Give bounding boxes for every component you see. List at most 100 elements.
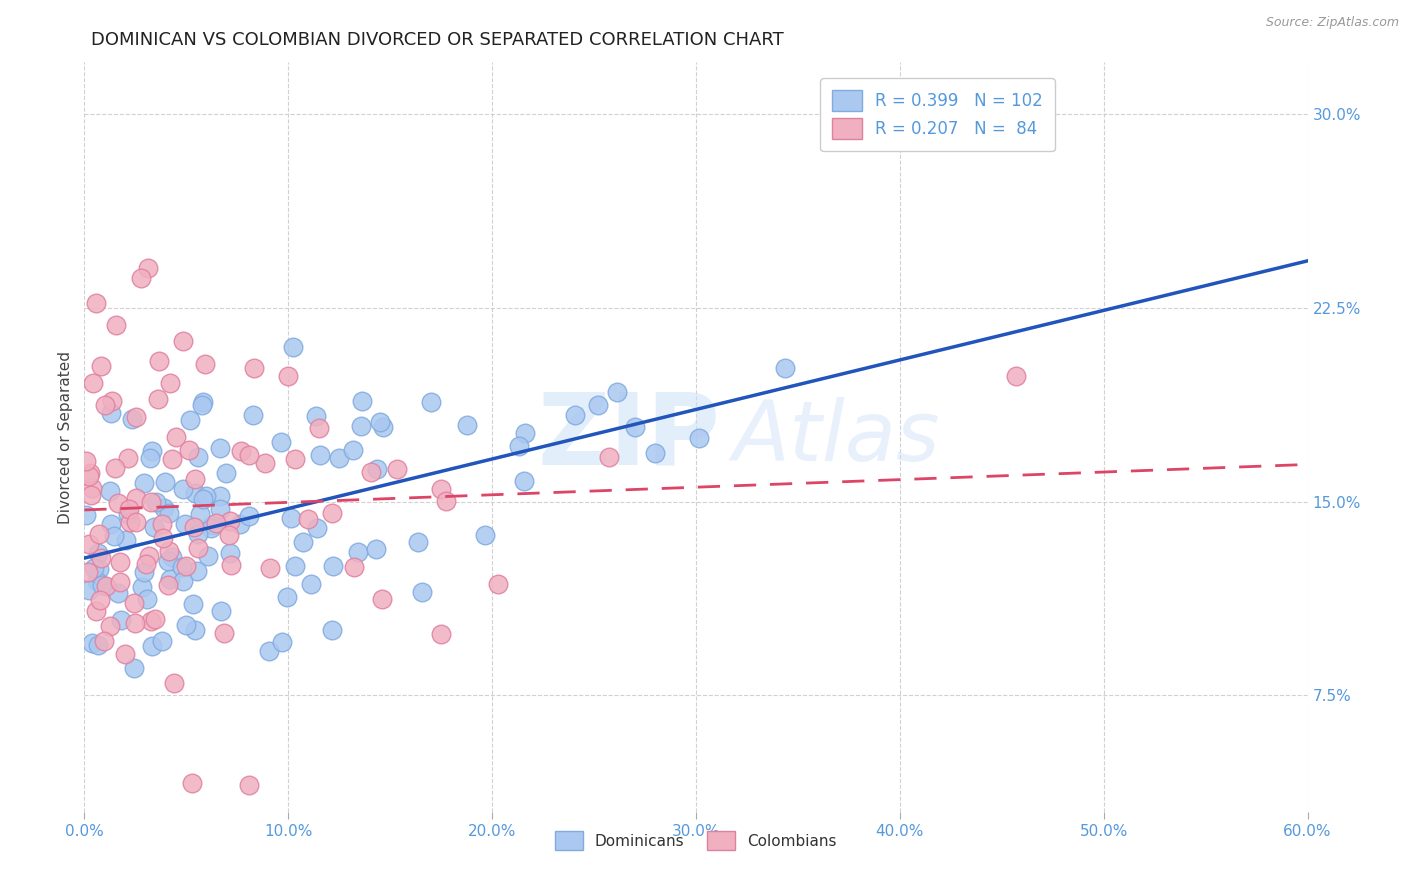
Point <box>131 580 153 594</box>
Text: Source: ZipAtlas.com: Source: ZipAtlas.com <box>1265 16 1399 29</box>
Point <box>79 467 101 481</box>
Point <box>77 468 100 483</box>
Point <box>156 554 179 568</box>
Point <box>135 557 157 571</box>
Point <box>172 334 194 348</box>
Point <box>238 778 260 792</box>
Point <box>411 584 433 599</box>
Point <box>474 528 496 542</box>
Point <box>139 495 162 509</box>
Point <box>135 592 157 607</box>
Point <box>107 586 129 600</box>
Point <box>688 431 710 445</box>
Point <box>84 604 107 618</box>
Point <box>259 560 281 574</box>
Point <box>174 559 197 574</box>
Point <box>150 634 173 648</box>
Point <box>153 501 176 516</box>
Point <box>308 420 330 434</box>
Point <box>89 593 111 607</box>
Point <box>80 488 103 502</box>
Point <box>114 647 136 661</box>
Point <box>132 475 155 490</box>
Point <box>165 430 187 444</box>
Point <box>86 574 108 589</box>
Point <box>101 394 124 409</box>
Point <box>299 576 322 591</box>
Point <box>100 619 122 633</box>
Point <box>148 354 170 368</box>
Point <box>118 502 141 516</box>
Point <box>122 661 145 675</box>
Text: DOMINICAN VS COLOMBIAN DIVORCED OR SEPARATED CORRELATION CHART: DOMINICAN VS COLOMBIAN DIVORCED OR SEPAR… <box>91 31 785 49</box>
Point <box>257 644 280 658</box>
Point <box>598 450 620 465</box>
Point <box>179 443 201 458</box>
Point <box>82 376 104 390</box>
Point <box>209 441 232 455</box>
Point <box>162 549 184 564</box>
Point <box>82 481 104 495</box>
Point <box>152 531 174 545</box>
Point <box>93 633 115 648</box>
Point <box>94 579 117 593</box>
Point <box>191 491 214 506</box>
Point <box>86 638 108 652</box>
Point <box>307 521 329 535</box>
Point <box>219 546 242 560</box>
Point <box>172 482 194 496</box>
Point <box>84 296 107 310</box>
Point <box>515 426 537 441</box>
Point <box>195 489 218 503</box>
Point <box>280 510 302 524</box>
Point <box>124 596 146 610</box>
Point <box>184 486 207 500</box>
Point <box>183 520 205 534</box>
Point <box>253 456 276 470</box>
Point <box>209 489 232 503</box>
Point <box>80 636 103 650</box>
Point <box>100 516 122 531</box>
Point <box>309 448 332 462</box>
Point <box>143 612 166 626</box>
Point <box>75 508 97 522</box>
Point <box>322 558 344 573</box>
Point <box>146 392 169 406</box>
Point <box>434 494 457 508</box>
Point <box>215 467 238 481</box>
Point <box>1005 369 1028 384</box>
Point <box>157 578 180 592</box>
Point <box>284 558 307 573</box>
Point <box>208 502 231 516</box>
Point <box>281 340 304 354</box>
Point <box>430 627 453 641</box>
Point <box>183 597 205 611</box>
Point <box>159 572 181 586</box>
Point <box>108 555 131 569</box>
Point <box>205 516 228 530</box>
Point <box>139 450 162 465</box>
Point <box>360 466 382 480</box>
Point <box>138 549 160 563</box>
Point <box>321 506 343 520</box>
Point <box>91 577 114 591</box>
Point <box>270 634 292 648</box>
Point <box>90 359 112 373</box>
Point <box>172 560 194 574</box>
Point <box>87 546 110 560</box>
Point <box>75 454 97 468</box>
Point <box>197 549 219 563</box>
Text: ZIP: ZIP <box>537 389 720 485</box>
Point <box>513 474 536 488</box>
Point <box>145 495 167 509</box>
Point <box>419 395 441 409</box>
Point <box>188 507 211 521</box>
Point <box>141 639 163 653</box>
Point <box>90 551 112 566</box>
Point <box>368 415 391 429</box>
Point <box>186 541 208 555</box>
Point <box>157 506 180 520</box>
Point <box>103 529 125 543</box>
Point <box>125 516 148 530</box>
Point <box>343 560 366 574</box>
